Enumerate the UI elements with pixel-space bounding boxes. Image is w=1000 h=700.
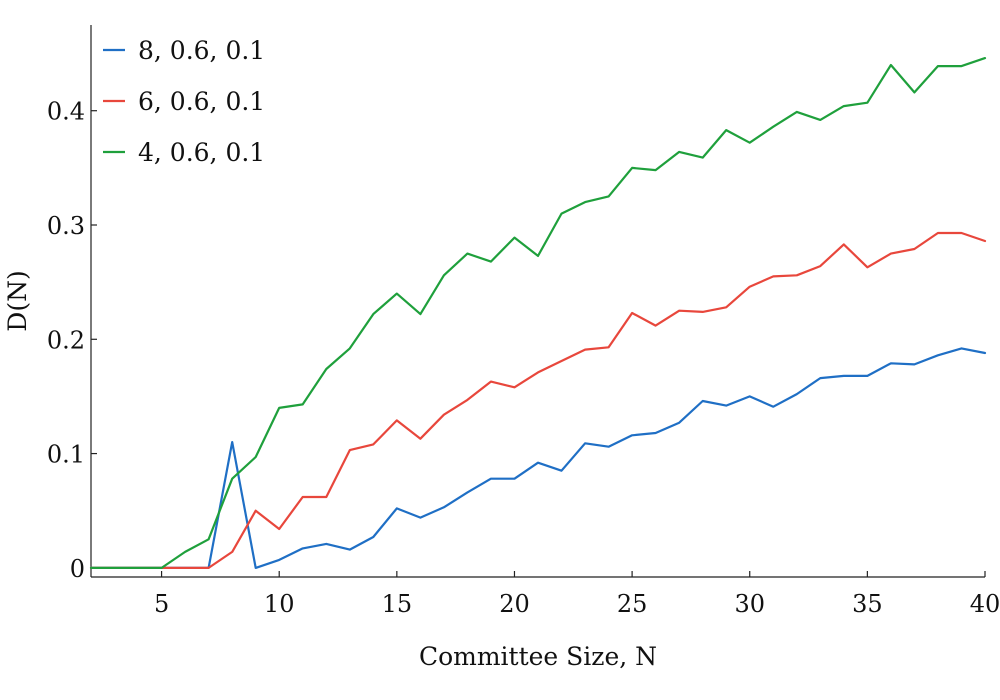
y-tick-label: 0.2 <box>47 326 85 354</box>
series-layer <box>89 56 987 570</box>
y-axis-title: D(N) <box>3 270 32 331</box>
series-line-1 <box>89 347 987 570</box>
x-tick-label: 15 <box>382 590 413 618</box>
legend-label-1: 8, 0.6, 0.1 <box>138 36 265 65</box>
series-line-3 <box>89 56 987 570</box>
legend-label-2: 6, 0.6, 0.1 <box>138 87 265 116</box>
axes <box>90 25 985 578</box>
y-tick-label: 0.3 <box>47 212 85 240</box>
legend: 8, 0.6, 0.1 6, 0.6, 0.1 4, 0.6, 0.1 <box>103 36 265 167</box>
x-tick-label: 40 <box>970 590 1000 618</box>
x-tick-label: 25 <box>617 590 648 618</box>
x-tick-label: 10 <box>264 590 295 618</box>
x-axis-title: Committee Size, N <box>419 642 657 671</box>
series-line-2 <box>89 231 987 570</box>
x-tick-label: 20 <box>499 590 530 618</box>
x-axis-ticks: 5 10 15 20 25 30 35 40 <box>154 571 1000 618</box>
legend-label-3: 4, 0.6, 0.1 <box>138 138 265 167</box>
y-tick-label: 0 <box>70 555 85 583</box>
y-axis-ticks: 0 0.1 0.2 0.3 0.4 <box>47 98 97 583</box>
x-tick-label: 35 <box>852 590 883 618</box>
x-tick-label: 5 <box>154 590 169 618</box>
y-tick-label: 0.1 <box>47 441 85 469</box>
x-tick-label: 30 <box>734 590 765 618</box>
y-tick-label: 0.4 <box>47 98 85 126</box>
